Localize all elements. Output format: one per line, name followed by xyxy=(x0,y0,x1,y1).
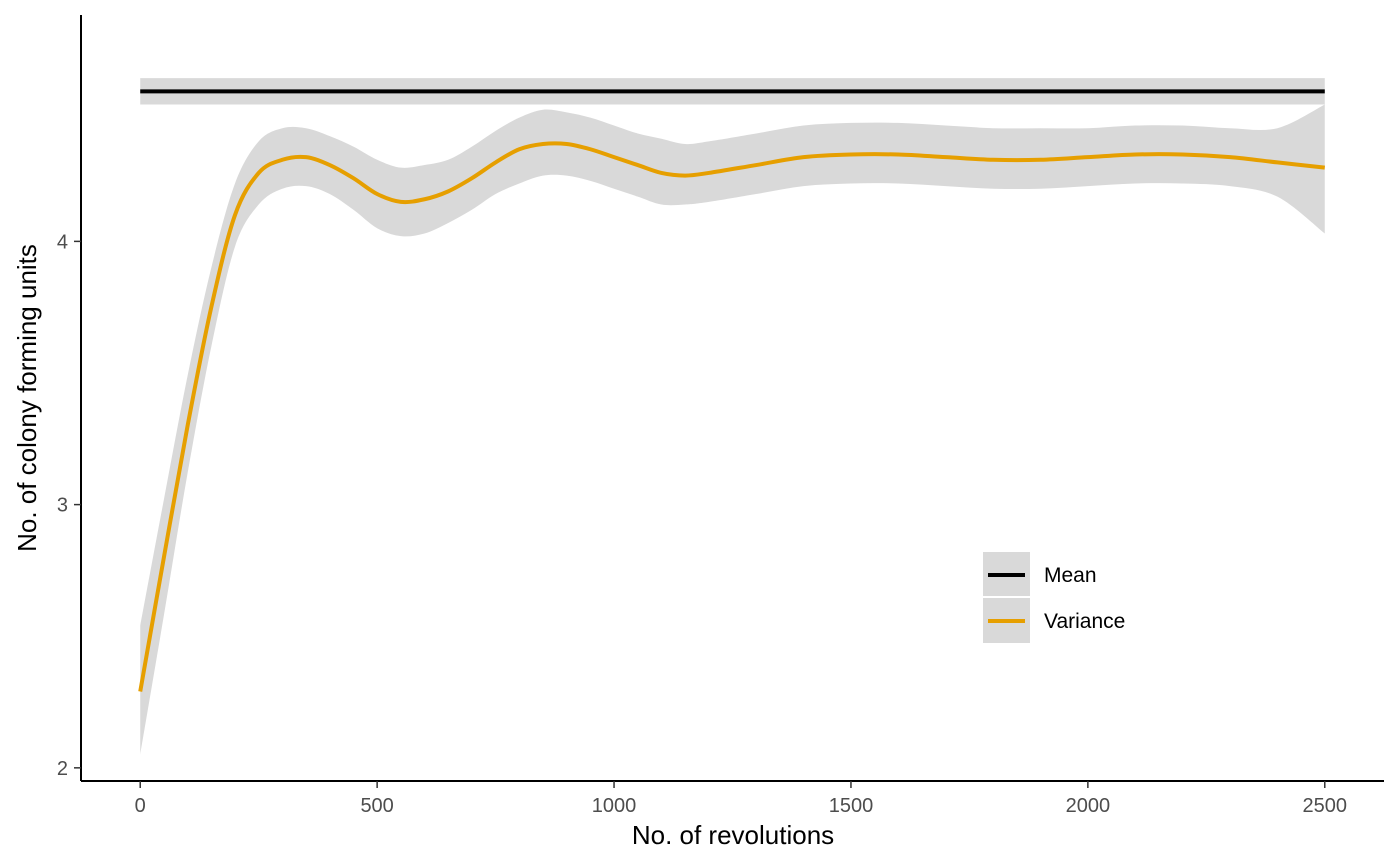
x-tick-label: 1000 xyxy=(592,795,637,817)
y-tick-label: 2 xyxy=(57,758,68,780)
x-tick-label: 2500 xyxy=(1303,795,1348,817)
x-axis-ticks: 0 500 1000 1500 2000 2500 xyxy=(135,781,1347,817)
series-lines xyxy=(138,89,1325,692)
confidence-band-variance xyxy=(140,104,1325,755)
x-tick-label: 2000 xyxy=(1066,795,1111,817)
series-line-variance xyxy=(138,141,1325,692)
confidence-bands xyxy=(140,78,1325,755)
legend: Mean Variance xyxy=(983,552,1125,643)
y-axis-title: No. of colony forming units xyxy=(12,244,42,552)
legend-label-mean: Mean xyxy=(1044,564,1097,587)
x-tick-label: 500 xyxy=(360,795,393,817)
x-axis-title: No. of revolutions xyxy=(632,820,834,850)
legend-label-variance: Variance xyxy=(1044,610,1125,633)
y-tick-label: 3 xyxy=(57,495,68,517)
y-axis-ticks: 2 3 4 xyxy=(57,231,81,780)
x-tick-label: 0 xyxy=(135,795,146,817)
x-tick-label: 1500 xyxy=(829,795,874,817)
y-tick-label: 4 xyxy=(57,231,68,253)
